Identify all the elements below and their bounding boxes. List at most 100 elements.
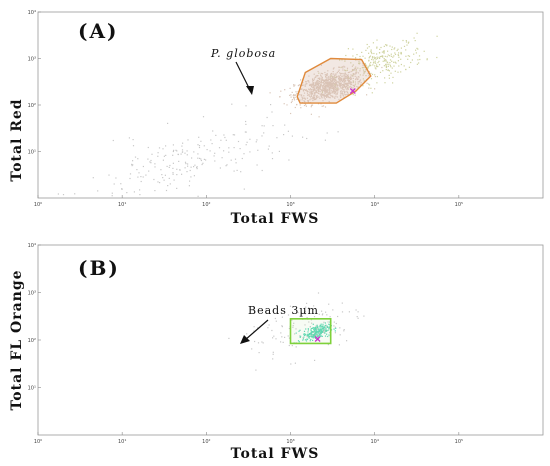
panel-a-data-point: [327, 79, 329, 81]
panel-a-data-point: [370, 87, 372, 89]
panel-a-data-point: [368, 83, 370, 85]
panel-b-data-point: [320, 332, 322, 334]
panel-a-data-point: [287, 130, 289, 132]
panel-a-data-point: [315, 90, 317, 92]
panel-a-data-point: [334, 88, 337, 90]
panel-b-data-point: [308, 321, 310, 323]
panel-a-data-point: [389, 55, 391, 57]
panel-a-data-point: [172, 162, 174, 164]
panel-b-x-tick-label: 10⁰: [34, 439, 42, 445]
panel-b-data-point: [251, 348, 253, 350]
panel-b-data-point: [327, 329, 329, 331]
panel-a-data-point: [325, 95, 327, 97]
panel-b-data-point: [348, 311, 350, 313]
panel-a-data-point: [328, 87, 330, 89]
panel-a-data-point: [330, 92, 332, 94]
panel-a-data-point: [316, 88, 318, 90]
panel-a-data-point: [295, 94, 297, 96]
panel-a-data-point: [299, 104, 301, 106]
panel-a-data-point: [167, 122, 169, 124]
panel-a-data-point: [379, 48, 381, 50]
panel-a-data-point: [419, 58, 421, 61]
panel-a-data-point: [352, 74, 354, 76]
panel-a-data-point: [362, 67, 364, 69]
panel-a-data-point: [393, 48, 395, 50]
panel-a-data-point: [218, 147, 221, 149]
panel-a-data-point: [317, 89, 319, 91]
panel-a-data-point: [299, 94, 301, 96]
panel-a-data-point: [291, 100, 293, 102]
panel-a-data-point: [196, 166, 198, 168]
panel-a-data-point: [378, 60, 380, 62]
panel-b-data-point: [338, 344, 340, 346]
panel-b: 10⁰ 10¹ 10² 10³ 10⁴ 10⁵ 10¹ 10² 10³ 10⁴ (B) Bead…: [9, 243, 544, 462]
panel-a-data-point: [373, 61, 375, 63]
panel-a-data-point: [136, 169, 138, 171]
panel-a-data-point: [169, 183, 171, 185]
panel-a-data-point: [324, 106, 327, 108]
panel-a-data-point: [316, 79, 318, 82]
panel-a-data-point: [330, 77, 332, 79]
panel-b-data-point: [312, 339, 314, 341]
panel-a-data-point: [374, 60, 376, 62]
panel-a-data-point: [323, 84, 325, 86]
panel-b-data-point: [284, 336, 286, 338]
panel-a-data-point: [350, 84, 352, 86]
panel-a-data-point: [380, 46, 382, 49]
panel-a-data-point: [333, 73, 335, 75]
panel-b-data-point: [326, 333, 328, 335]
panel-a-data-point: [352, 48, 354, 50]
panel-a-data-point: [413, 53, 415, 55]
panel-a-data-point: [180, 153, 182, 155]
panel-b-data-point: [304, 334, 306, 336]
panel-a-data-point: [372, 42, 374, 44]
panel-a-data-point: [284, 89, 286, 91]
panel-b-data-point: [329, 324, 331, 326]
panel-a-data-point: [377, 65, 379, 68]
panel-a-data-point: [172, 167, 174, 169]
panel-b-data-point: [343, 330, 345, 332]
panel-a-data-point: [295, 91, 297, 93]
panel-b-y-tick-label: 10²: [28, 338, 36, 344]
panel-a-data-point: [333, 77, 335, 79]
panel-a-data-point: [382, 56, 384, 58]
panel-a-data-point: [111, 195, 113, 197]
panel-a-data-point: [379, 56, 381, 58]
panel-a-data-point: [329, 83, 331, 85]
panel-b-y-ticks: 10¹ 10² 10³ 10⁴: [28, 243, 41, 392]
panel-a-data-point: [312, 79, 314, 81]
panel-a-data-point: [325, 82, 327, 84]
panel-a-data-point: [331, 73, 333, 75]
panel-b-data-point: [312, 334, 314, 336]
panel-b-data-point: [310, 331, 312, 333]
panel-a-data-point: [332, 90, 334, 92]
panel-b-x-axis-title: Total FWS: [231, 446, 320, 462]
panel-a-data-point: [313, 94, 315, 96]
panel-a-data-point: [309, 91, 311, 93]
panel-a-data-point: [382, 55, 384, 57]
panel-a-data-point: [340, 73, 342, 75]
panel-b-data-point: [328, 328, 330, 330]
panel-a-data-point: [321, 89, 323, 91]
panel-a-data-point: [313, 99, 316, 101]
panel-b-data-point: [324, 329, 326, 331]
panel-a-data-point: [396, 49, 398, 52]
panel-b-data-point: [310, 330, 312, 332]
panel-a-data-point: [294, 106, 296, 109]
panel-a-data-point: [375, 68, 377, 70]
panel-b-data-point: [307, 333, 309, 335]
panel-a-data-point: [397, 54, 400, 57]
panel-a-data-point: [386, 63, 388, 65]
panel-b-data-point: [323, 326, 326, 328]
panel-a-annotation-arrow: [235, 61, 254, 95]
panel-a-data-point: [310, 94, 312, 96]
panel-a-data-point: [128, 137, 130, 139]
panel-a-y-axis-title: Total Red: [9, 98, 25, 181]
panel-b-data-point: [322, 313, 324, 315]
panel-a-data-point: [179, 169, 181, 171]
panel-a-data-point: [126, 192, 128, 194]
panel-a-data-point: [309, 99, 311, 101]
panel-a-data-point: [340, 91, 342, 93]
panel-a-data-point: [368, 60, 370, 62]
panel-a-data-point: [212, 130, 214, 132]
